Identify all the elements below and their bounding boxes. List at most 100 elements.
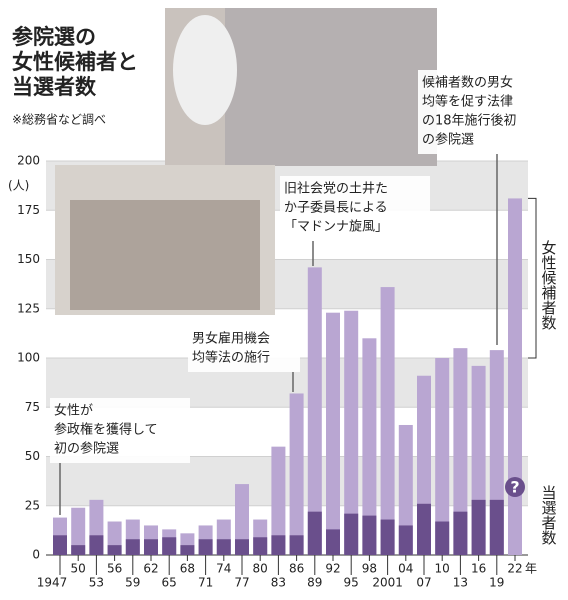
elected-bar bbox=[417, 503, 431, 555]
y-tick-label: 25 bbox=[25, 498, 40, 512]
elected-bar bbox=[216, 539, 231, 555]
elected-bar bbox=[435, 521, 450, 555]
elected-bar bbox=[89, 535, 104, 555]
x-tick-label: 10 bbox=[435, 562, 450, 576]
annotation-text: 初の参院選 bbox=[54, 441, 119, 457]
unknown-badge bbox=[505, 477, 525, 497]
elected-bar bbox=[326, 529, 340, 555]
y-unit: (人) bbox=[8, 179, 29, 193]
elected-bar bbox=[235, 539, 249, 555]
annotation-text: の18年施行後初 bbox=[422, 114, 517, 129]
annotation-box bbox=[280, 176, 430, 241]
chart-title: 参院選の bbox=[12, 25, 96, 49]
candidate-bar bbox=[435, 358, 450, 555]
annotation-box bbox=[418, 70, 544, 154]
elected-bar bbox=[125, 539, 140, 555]
y-tick-label: 50 bbox=[25, 449, 40, 463]
photo-figure bbox=[70, 200, 260, 310]
candidate-bar bbox=[326, 312, 340, 555]
plot: 0255075100125150175200?19475053565962656… bbox=[17, 70, 558, 590]
x-tick-label: 65 bbox=[162, 576, 177, 590]
candidate-bar bbox=[71, 507, 86, 555]
photo-detail bbox=[225, 8, 437, 166]
elected-bar bbox=[162, 537, 177, 555]
annotation-text: か子委員長による bbox=[284, 201, 388, 216]
y-tick-label: 75 bbox=[25, 400, 40, 414]
elected-bar bbox=[271, 535, 286, 555]
y-tick-label: 150 bbox=[17, 252, 40, 266]
y-tick-label: 0 bbox=[32, 548, 40, 562]
candidate-bar bbox=[344, 310, 359, 555]
candidate-bar bbox=[453, 348, 468, 555]
annotation-text: 「マドンナ旋風」 bbox=[284, 220, 388, 235]
y-tick-label: 100 bbox=[17, 351, 40, 365]
x-tick-label: 50 bbox=[71, 562, 86, 576]
legend-label: 女性候補者数 bbox=[540, 239, 558, 330]
x-tick-label: 68 bbox=[180, 562, 195, 576]
y-tick-label: 200 bbox=[17, 154, 40, 168]
annotation-box bbox=[188, 326, 300, 372]
x-tick-label: 53 bbox=[89, 576, 104, 590]
elected-bar bbox=[307, 511, 322, 555]
x-tick-label: 13 bbox=[453, 576, 468, 590]
x-tick-label: 62 bbox=[143, 562, 158, 576]
candidate-bar bbox=[398, 424, 413, 555]
annotation-text: 均等法の施行 bbox=[192, 350, 270, 366]
x-tick-label: 98 bbox=[362, 562, 377, 576]
source: ※総務省など調べ bbox=[12, 113, 106, 127]
candidate-bar bbox=[271, 446, 286, 555]
annotation-text: 女性が bbox=[54, 403, 93, 419]
x-tick-label: 92 bbox=[325, 562, 340, 576]
x-tick-label: 04 bbox=[398, 562, 413, 576]
annotation-text: 旧社会党の土井た bbox=[284, 181, 388, 197]
annotation-text: 均等を促す法律 bbox=[422, 94, 513, 110]
chart-title: 女性候補者と bbox=[12, 50, 138, 74]
x-tick-label: 89 bbox=[307, 576, 322, 590]
elected-bar bbox=[380, 519, 395, 555]
x-tick-label: 77 bbox=[234, 576, 249, 590]
candidate-bar bbox=[235, 484, 249, 555]
candidate-bar bbox=[362, 338, 377, 555]
elected-bar bbox=[344, 513, 359, 555]
elected-bar bbox=[453, 511, 468, 555]
x-tick-label: 22 bbox=[507, 562, 522, 576]
annotation-text: 参政権を獲得して bbox=[54, 422, 158, 438]
elected-bar bbox=[144, 539, 158, 555]
annotation-text: 男女雇用機会 bbox=[192, 331, 270, 347]
x-tick-label: 95 bbox=[344, 576, 359, 590]
elected-bar bbox=[253, 537, 268, 555]
y-tick-label: 125 bbox=[17, 301, 40, 315]
elected-bar bbox=[71, 545, 86, 555]
x-tick-label: 16 bbox=[471, 562, 486, 576]
unknown-label: ? bbox=[510, 478, 519, 497]
x-tick-label: 71 bbox=[198, 576, 213, 590]
x-tick-label: 1947 bbox=[37, 576, 68, 590]
y-tick-label: 175 bbox=[17, 203, 40, 217]
x-tick-label: 86 bbox=[289, 562, 304, 576]
x-tick-label: 80 bbox=[253, 562, 268, 576]
photo-figure bbox=[173, 15, 237, 125]
x-tick-label: 83 bbox=[271, 576, 286, 590]
x-tick-label: 59 bbox=[125, 576, 140, 590]
elected-bar bbox=[107, 545, 122, 555]
annotation-box bbox=[50, 398, 190, 463]
candidate-bar bbox=[307, 267, 322, 555]
elected-bar bbox=[489, 499, 504, 555]
elected-bar bbox=[289, 535, 304, 555]
annotation-text: の参院選 bbox=[422, 132, 474, 148]
annotation-text: 候補者数の男女 bbox=[422, 75, 513, 91]
x-unit: 年 bbox=[525, 562, 537, 576]
bracket bbox=[528, 197, 537, 359]
x-tick-label: 19 bbox=[489, 576, 504, 590]
candidate-bar bbox=[508, 198, 522, 555]
chart-title: 当選者数 bbox=[12, 75, 97, 99]
elected-bar bbox=[180, 545, 195, 555]
elected-bar bbox=[362, 515, 377, 555]
candidate-bar bbox=[380, 287, 395, 555]
